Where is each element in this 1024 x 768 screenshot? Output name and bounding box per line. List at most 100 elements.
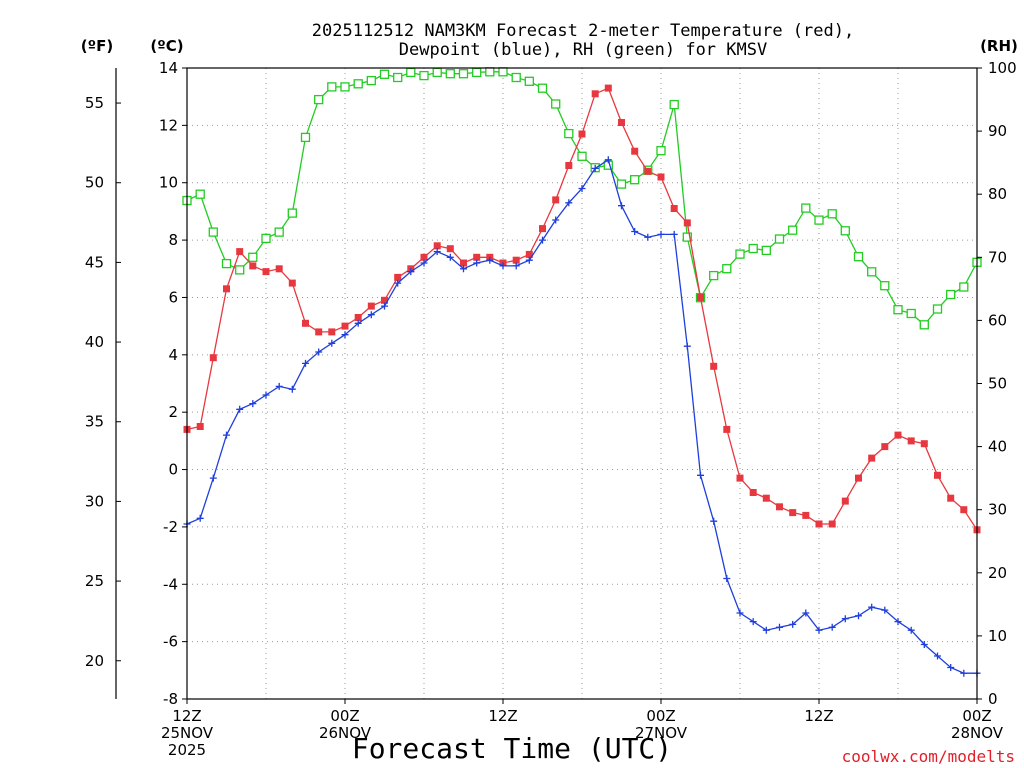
temperature-point	[446, 245, 454, 253]
rh-tick-label: 30	[988, 501, 1007, 519]
fahrenheit-tick-label: 30	[85, 492, 104, 510]
dewpoint-point	[920, 641, 928, 648]
fahrenheit-tick-label: 40	[85, 333, 104, 351]
dewpoint-point	[223, 431, 230, 439]
temperature-point	[288, 279, 296, 287]
temperature-point	[525, 250, 533, 258]
rh-tick-label: 20	[988, 564, 1007, 582]
dewpoint-point	[815, 626, 823, 634]
temperature-point	[328, 328, 336, 336]
temperature-point	[433, 242, 441, 250]
temperature-point	[354, 314, 362, 321]
fahrenheit-tick-label: 50	[85, 174, 104, 192]
rh-point	[221, 258, 232, 269]
fahrenheit-tick-label: 35	[85, 413, 104, 431]
rh-point	[932, 304, 943, 314]
rh-point	[840, 226, 850, 236]
temperature-point	[749, 489, 757, 496]
dewpoint-point	[934, 652, 941, 660]
temperature-point	[710, 362, 718, 370]
rh-point	[274, 227, 284, 237]
rh-point	[774, 234, 785, 244]
x-tick-label: 2025	[168, 741, 206, 759]
rh-tick-label: 60	[988, 311, 1007, 329]
rh-point	[735, 249, 745, 259]
rh-point	[406, 67, 416, 78]
rh-point	[524, 76, 534, 86]
x-tick-label: 28NOV	[951, 724, 1004, 742]
temperature-point	[776, 503, 783, 511]
rh-point	[551, 99, 561, 109]
rh-point	[208, 227, 218, 237]
x-tick-label: 12Z	[172, 707, 201, 725]
temperature-point	[539, 225, 546, 233]
temperature-point	[604, 84, 612, 92]
dewpoint-point	[525, 256, 533, 264]
grid-layer	[187, 68, 977, 699]
x-tick-label: 27NOV	[635, 724, 688, 742]
temperature-point	[578, 130, 586, 138]
rh-point	[314, 94, 324, 105]
rh-tick-label: 80	[988, 185, 1007, 203]
x-tick-label: 00Z	[962, 707, 991, 725]
dewpoint-point	[591, 164, 599, 172]
temperature-point	[736, 474, 744, 482]
rh-point	[630, 175, 640, 185]
celsius-tick-label: 4	[168, 346, 178, 364]
dewpoint-point	[802, 609, 810, 617]
rh-tick-label: 0	[988, 690, 998, 708]
rh-point	[564, 128, 574, 139]
rh-point	[432, 67, 442, 78]
dewpoint-point	[907, 626, 915, 634]
rh-point	[801, 203, 811, 213]
dewpoint-point	[565, 199, 573, 207]
rh-point	[511, 72, 521, 83]
temperature-point	[960, 506, 968, 514]
x-tick-label: 25NOV	[161, 724, 214, 742]
dewpoint-point	[710, 517, 718, 525]
rh-tick-label: 70	[988, 248, 1007, 266]
dewpoint-point	[868, 603, 876, 611]
x-tick-label: 12Z	[488, 707, 517, 725]
rh-point	[287, 208, 297, 218]
dewpoint-point	[749, 618, 757, 626]
temperature-point	[841, 497, 849, 505]
dewpoint-point	[881, 606, 889, 614]
rh-point	[919, 320, 929, 330]
rh-point	[748, 243, 758, 254]
temperature-point	[631, 147, 639, 155]
dewpoint-point	[288, 385, 296, 393]
rh-point	[669, 99, 679, 110]
dewpoint-point	[776, 623, 783, 631]
rh-point	[498, 67, 508, 77]
x-axis-label: Forecast Time (UTC)	[352, 732, 672, 765]
dewpoint-point	[236, 405, 244, 413]
dewpoint-point	[512, 262, 520, 270]
dewpoint-point	[789, 620, 797, 628]
rh-point	[788, 225, 798, 235]
dewpoint-point	[433, 248, 441, 256]
rh-tick-label: 100	[988, 59, 1017, 77]
dewpoint-point	[552, 216, 560, 224]
rh-point	[577, 151, 587, 161]
temperature-point	[223, 285, 230, 293]
dewpoint-point	[196, 514, 204, 522]
temperature-point	[394, 273, 402, 281]
temperature-point	[315, 328, 323, 336]
dewpoint-point	[578, 185, 586, 192]
celsius-tick-label: 8	[168, 231, 178, 249]
dewpoint-point	[446, 253, 454, 261]
temperature-point	[209, 354, 217, 362]
temperature-point	[947, 494, 955, 502]
rh-point	[616, 179, 627, 189]
x-tick-label: 26NOV	[319, 724, 372, 742]
rh-point	[485, 67, 495, 77]
celsius-unit-label: (ºC)	[150, 37, 183, 55]
rh-point	[261, 233, 271, 244]
temperature-point	[618, 119, 625, 126]
celsius-tick-label: -4	[163, 575, 178, 593]
rh-point	[867, 267, 877, 277]
dewpoint-point	[657, 230, 665, 238]
temperature-point	[473, 253, 481, 261]
